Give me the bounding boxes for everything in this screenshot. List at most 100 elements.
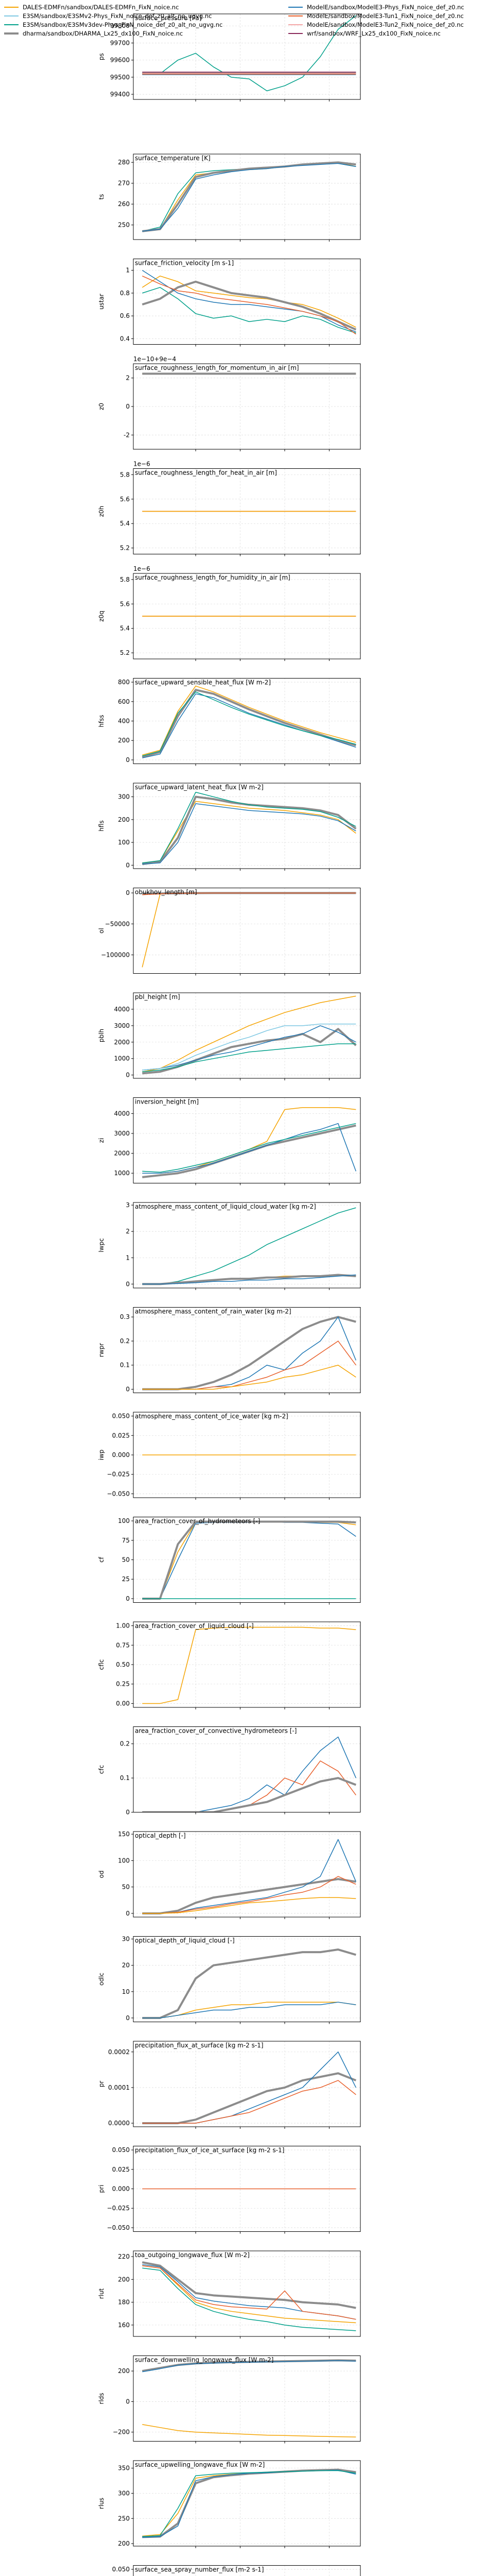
axes-frame — [133, 1621, 361, 1708]
axes-frame — [133, 13, 361, 100]
panel-title: atmosphere_mass_content_of_liquid_cloud_… — [135, 1203, 316, 1210]
y-axis-label: pblh — [98, 1029, 105, 1042]
axes-frame — [133, 259, 361, 345]
panel-title: surface_downwelling_longwave_flux [W m-2… — [135, 2357, 273, 2364]
panel: 0 200 400 600 800 surface_upward_sensible_hea… — [98, 678, 361, 766]
axes-frame — [133, 2355, 361, 2442]
series-line — [142, 1023, 356, 1071]
y-tick-label: 150 — [118, 1831, 130, 1838]
series-line — [142, 2002, 356, 2019]
plot-area — [142, 1520, 356, 1600]
y-tick-label: 0.1 — [120, 1362, 130, 1369]
series-line — [142, 1107, 356, 1174]
y-tick-label: 5.8 — [120, 576, 130, 583]
plot-area — [142, 1107, 357, 1178]
y-tick-label: 300 — [118, 2489, 130, 2497]
y-tick-label: 0.0002 — [108, 2048, 130, 2056]
series-line — [142, 1123, 356, 1173]
y-tick-label: 0.8 — [120, 290, 130, 297]
y-tick-label: 1 — [126, 267, 130, 274]
series-line — [142, 287, 356, 334]
y-tick-label: 200 — [118, 2540, 130, 2547]
panel-title: surface_roughness_length_for_heat_in_air… — [135, 469, 277, 477]
y-axis-label: z0h — [98, 506, 105, 517]
y-axis-label: z0 — [98, 403, 105, 410]
series-line — [142, 995, 356, 1072]
series-line — [142, 2080, 356, 2124]
y-tick-label: 0.0000 — [108, 2120, 130, 2127]
y-tick-label: 0.50 — [116, 1661, 130, 1668]
series-line — [142, 1123, 357, 1174]
y-tick-label: 0.2 — [120, 1337, 130, 1345]
y-tick-label: 3000 — [114, 1022, 130, 1029]
panel: 5.2 5.4 5.6 5.8 surface_roughness_length_for… — [98, 461, 361, 556]
plot-area — [142, 1736, 357, 1812]
series-line — [142, 1316, 357, 1390]
y-tick-label: 250 — [118, 2515, 130, 2522]
y-tick-label: −0.050 — [107, 1490, 130, 1497]
y-tick-label: −0.025 — [107, 1471, 130, 1478]
series-line — [142, 2265, 356, 2324]
y-tick-label: 0.050 — [112, 1413, 130, 1420]
series-line — [142, 892, 356, 895]
y-tick-label: 99700 — [110, 39, 130, 46]
y-tick-label: 0.025 — [112, 1432, 130, 1439]
series-line — [142, 1043, 356, 1072]
y-tick-label: 0 — [126, 1809, 130, 1816]
y-tick-label: 2000 — [114, 1039, 130, 1046]
y-tick-label: 10 — [122, 1988, 130, 1995]
series-line — [142, 1025, 356, 1071]
axes-frame — [133, 1307, 361, 1393]
y-tick-label: 0.050 — [112, 2566, 130, 2573]
y-tick-label: 25 — [122, 1575, 130, 1583]
panel: 200 250 300 350 surface_upwelling_longwave_f… — [98, 2460, 361, 2548]
y-axis-label: rwpr — [98, 1343, 105, 1357]
y-tick-label: 5.8 — [120, 471, 130, 478]
y-tick-label: 2000 — [114, 1150, 130, 1157]
y-tick-label: 0.4 — [120, 335, 130, 342]
legend-label: ModelE/sandbox/ModelE3-Tun1_FixN_noice_d… — [307, 12, 464, 20]
y-axis-label: rlus — [98, 2498, 105, 2509]
panel: 0 25 50 75 100 area_fraction_cover_of_hydrome… — [98, 1517, 361, 1605]
plot-area — [142, 2261, 356, 2331]
y-tick-label: 180 — [118, 2299, 130, 2306]
y-tick-label: 280 — [118, 159, 130, 166]
y-tick-label: 5.2 — [120, 649, 130, 656]
plot-area — [142, 161, 356, 232]
series-line — [142, 2072, 357, 2125]
offset-text: 1e−6 — [133, 565, 150, 572]
y-tick-label: 220 — [118, 2253, 130, 2260]
series-line — [142, 689, 356, 758]
axes-frame — [133, 1831, 361, 1918]
panel: 1000 2000 3000 4000 inversion_height [m] zi — [98, 1097, 361, 1185]
series-line — [142, 1364, 356, 1390]
series-line — [142, 1274, 356, 1285]
plot-area — [142, 2468, 356, 2538]
y-tick-label: 5.4 — [120, 520, 130, 527]
plot-area — [142, 15, 356, 92]
series-line — [142, 1736, 357, 1812]
series-line — [142, 1839, 357, 1914]
axes-frame — [133, 1936, 361, 2022]
panel-title: pbl_height [m] — [135, 993, 180, 1001]
legend-label: dharma/sandbox/DHARMA_Lx25_dx100_FixN_no… — [23, 30, 183, 37]
y-tick-label: 0.000 — [112, 2185, 130, 2193]
y-tick-label: −100000 — [101, 951, 130, 958]
y-tick-label: 0 — [126, 2398, 130, 2405]
y-tick-label: 0.1 — [120, 1774, 130, 1782]
y-tick-label: 5.6 — [120, 496, 130, 503]
panel: 0 1000 2000 3000 4000 pbl_height [m] pblh — [98, 992, 361, 1080]
series-line — [142, 2360, 356, 2372]
panel-title: surface_sea_spray_number_flux [m-2 s-1] — [135, 2566, 264, 2573]
y-tick-label: 200 — [118, 816, 130, 823]
plot-area — [142, 1316, 357, 1391]
axes-frame — [133, 783, 361, 869]
y-axis-label: od — [98, 1871, 105, 1878]
y-tick-label: 100 — [118, 839, 130, 846]
y-tick-label: 2 — [126, 1228, 130, 1235]
y-tick-label: 0 — [126, 1072, 130, 1079]
y-tick-label: 0.0001 — [108, 2084, 130, 2091]
y-tick-label: 5.4 — [120, 625, 130, 632]
panel-title: surface_friction_velocity [m s-1] — [135, 260, 234, 267]
y-tick-label: 50 — [122, 1556, 130, 1564]
